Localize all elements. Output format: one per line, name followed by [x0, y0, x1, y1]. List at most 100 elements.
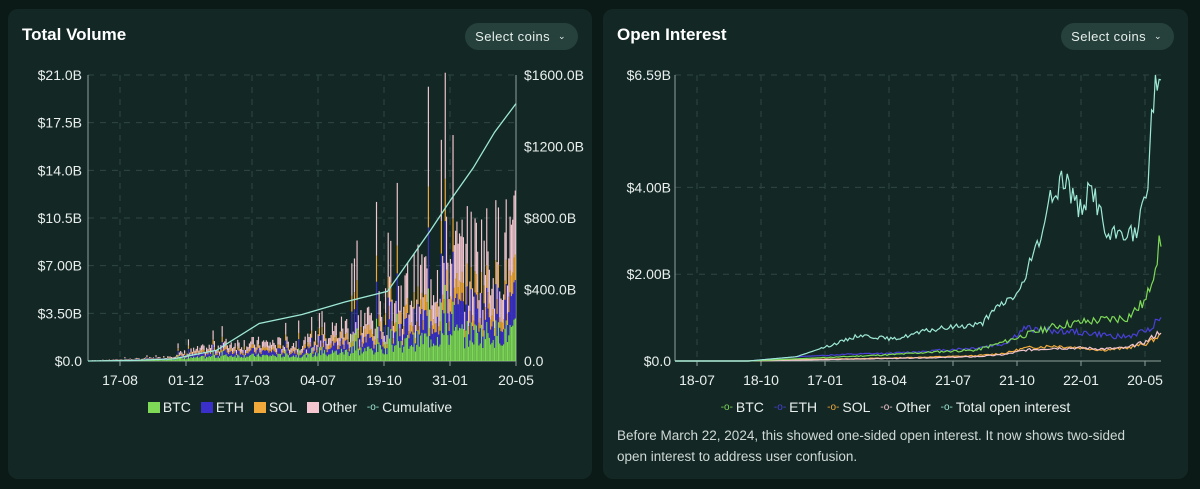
bar-other	[261, 341, 263, 348]
bar-sol	[283, 351, 286, 354]
y-tick-label-right: 0.0	[524, 353, 544, 369]
bar-btc	[169, 359, 171, 361]
bar-eth	[163, 357, 165, 359]
bar-other	[436, 269, 439, 304]
bar-eth	[213, 350, 215, 355]
bar-btc	[235, 357, 238, 361]
bar-btc	[468, 346, 470, 361]
bar-eth	[397, 324, 400, 342]
legend-item-total-open-interest[interactable]: -o- Total open interest	[941, 399, 1071, 415]
bar-sol	[477, 292, 479, 309]
bar-sol	[359, 346, 361, 351]
bar-sol	[286, 344, 288, 348]
legend-item-other[interactable]: Other	[306, 399, 357, 415]
bar-eth	[377, 343, 379, 352]
bar-btc	[299, 357, 301, 361]
bar-other	[294, 347, 296, 352]
bar-sol	[263, 346, 265, 350]
legend-label: Other	[895, 399, 931, 415]
series-line-btc	[675, 235, 1162, 362]
bar-other	[317, 334, 319, 343]
legend-item-sol[interactable]: -o- SOL	[827, 399, 870, 415]
select-coins-button-oi[interactable]: Select coins ⌄	[1061, 23, 1174, 50]
bar-sol	[155, 356, 157, 358]
bar-other	[418, 306, 420, 327]
bar-btc	[305, 357, 308, 361]
bar-other	[292, 342, 295, 349]
bar-btc	[311, 347, 313, 361]
bar-btc	[369, 348, 371, 361]
legend-item-cumulative[interactable]: -o- Cumulative	[367, 399, 452, 415]
bar-other	[392, 325, 394, 339]
bar-btc	[180, 357, 182, 361]
bar-eth	[182, 356, 184, 359]
bar-other	[447, 262, 449, 299]
bar-other	[143, 357, 145, 359]
bar-btc	[403, 346, 405, 361]
bar-other	[279, 338, 282, 346]
bar-other	[182, 353, 184, 356]
bar-btc	[165, 359, 167, 361]
bar-other	[295, 341, 297, 348]
legend-item-btc[interactable]: BTC	[147, 399, 191, 415]
legend-item-sol[interactable]: SOL	[253, 399, 297, 415]
bar-btc	[329, 354, 331, 361]
y-tick-label: $6.59B	[627, 67, 671, 83]
legend-item-other[interactable]: -o- Other	[880, 399, 930, 415]
bar-sol	[158, 357, 160, 359]
legend-swatch: -o-	[366, 401, 380, 413]
bar-btc	[447, 335, 449, 361]
bar-sol	[429, 328, 431, 336]
bar-sol	[233, 351, 235, 354]
bar-other	[469, 281, 471, 311]
bar-eth	[198, 355, 200, 358]
bar-eth	[452, 251, 454, 302]
bar-sol	[488, 303, 490, 318]
legend-item-eth[interactable]: -o- ETH	[774, 399, 817, 415]
x-tick-label: 19-10	[366, 372, 402, 388]
bar-btc	[296, 357, 298, 361]
bar-sol	[207, 352, 209, 355]
bar-other	[499, 291, 501, 318]
bar-eth	[255, 353, 257, 357]
bar-btc	[377, 351, 379, 361]
bar-eth	[372, 340, 374, 351]
bar-other	[124, 357, 126, 358]
bar-btc	[314, 352, 317, 361]
bar-other	[335, 323, 337, 336]
bar-other	[473, 296, 475, 321]
x-tick-label: 18-07	[679, 372, 715, 388]
bar-eth	[468, 334, 470, 347]
bar-eth	[407, 313, 409, 336]
bar-eth	[513, 282, 515, 320]
bar-other	[321, 311, 323, 328]
bar-eth	[425, 309, 427, 334]
bar-eth	[237, 349, 239, 355]
bar-eth	[316, 352, 318, 357]
bar-sol	[202, 349, 204, 352]
bar-btc	[173, 359, 175, 361]
bar-btc	[256, 354, 258, 361]
bar-eth	[260, 354, 262, 358]
bar-other	[225, 338, 227, 346]
bar-other	[361, 332, 363, 343]
bar-other	[445, 216, 448, 270]
bar-btc	[385, 341, 387, 361]
legend-item-btc[interactable]: -o- BTC	[721, 399, 764, 415]
bar-btc	[250, 354, 252, 361]
bar-other	[264, 342, 266, 348]
bar-eth	[492, 321, 494, 340]
bar-eth	[270, 352, 273, 357]
select-coins-button-volume[interactable]: Select coins ⌄	[465, 23, 578, 50]
bar-other	[156, 357, 158, 359]
bar-sol	[370, 328, 372, 337]
bar-other	[135, 357, 138, 359]
bar-btc	[213, 354, 215, 361]
bar-other	[309, 333, 311, 343]
bar-sol	[237, 346, 239, 350]
bar-other	[176, 354, 178, 357]
legend-item-eth[interactable]: ETH	[200, 399, 244, 415]
bar-sol	[396, 245, 398, 274]
bar-other	[444, 72, 446, 179]
bar-btc	[401, 352, 404, 361]
